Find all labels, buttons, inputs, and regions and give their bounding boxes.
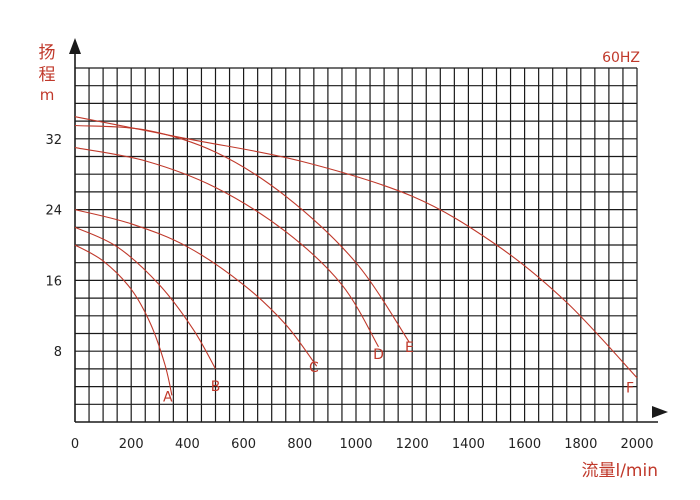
- ylabel-line-2: m: [40, 86, 55, 104]
- x-tick-label: 800: [287, 437, 312, 452]
- y-axis-arrow-icon: [69, 38, 81, 54]
- ylabel-line-0: 扬: [39, 43, 56, 63]
- x-axis-title: 流量l/min: [581, 461, 658, 481]
- curve-label-b: B: [211, 379, 221, 395]
- curve-b: [74, 226, 216, 370]
- axes: [69, 38, 668, 423]
- curve-e: [74, 124, 410, 343]
- curve-label-e: E: [405, 340, 414, 356]
- curves: [74, 116, 638, 396]
- curve-labels: A B C D E F: [163, 340, 634, 406]
- curve-f: [74, 116, 638, 379]
- tick-labels: 0 200 400 600 800 1000 1200 1400 1600 1800 2000 8 16…: [45, 133, 653, 452]
- y-tick-label: 32: [45, 133, 62, 148]
- curve-label-a: A: [163, 389, 173, 405]
- curve-label-c: C: [309, 360, 319, 376]
- x-tick-label: 1400: [452, 437, 485, 452]
- x-tick-label: 1200: [396, 437, 429, 452]
- curve-label-f: F: [626, 381, 634, 397]
- x-tick-label: 1000: [339, 437, 372, 452]
- curve-c: [74, 209, 318, 367]
- x-tick-label: 200: [119, 437, 144, 452]
- x-tick-label: 1800: [564, 437, 597, 452]
- x-tick-label: 2000: [620, 437, 653, 452]
- curve-label-d: D: [373, 347, 384, 363]
- x-axis-arrow-icon: [652, 406, 668, 418]
- grid: [75, 67, 638, 422]
- ylabel-line-1: 程: [39, 65, 56, 85]
- x-tick-label: 1600: [508, 437, 541, 452]
- x-tick-label: 0: [71, 437, 79, 452]
- curve-d: [74, 147, 379, 348]
- y-tick-label: 16: [45, 274, 62, 289]
- y-tick-label: 8: [54, 345, 62, 360]
- frequency-label: 60HZ: [602, 50, 640, 66]
- curve-a: [74, 244, 173, 396]
- x-tick-label: 600: [231, 437, 256, 452]
- x-tick-label: 400: [175, 437, 200, 452]
- y-tick-label: 24: [45, 204, 62, 219]
